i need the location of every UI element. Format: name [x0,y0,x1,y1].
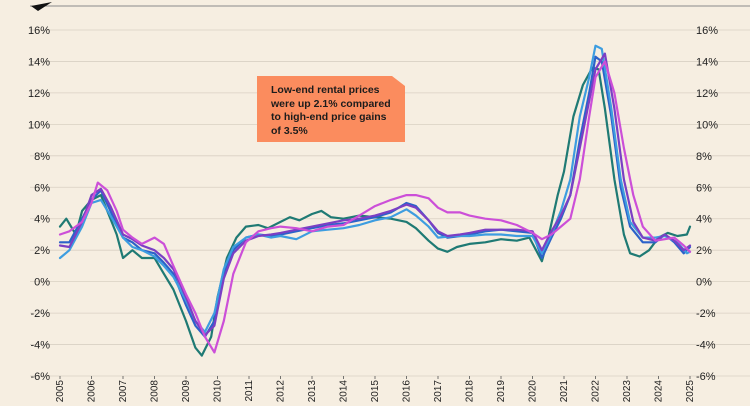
y-tick-label-left: 6% [34,182,50,194]
y-tick-label-right: 14% [696,56,718,68]
x-tick-label: 2016 [402,380,413,403]
y-tick-label-left: 4% [34,214,50,226]
series-line-5 [58,60,692,354]
x-tick-label: 2020 [528,380,539,403]
y-tick-label-left: -6% [30,371,50,383]
y-tick-label-right: 4% [696,214,712,226]
y-tick-label-right: 8% [696,151,712,163]
y-tick-label-left: 14% [28,56,50,68]
x-tick-label: 2007 [118,380,129,403]
annotation-text: Low-end rental prices were up 2.1% compa… [271,84,391,137]
y-tick-label-left: 2% [34,245,50,257]
annotation-callout: Low-end rental prices were up 2.1% compa… [257,76,405,142]
y-tick-label-right: -6% [696,371,716,383]
x-tick-label: 2010 [213,380,224,403]
y-tick-label-right: 2% [696,245,712,257]
y-tick-label-left: 0% [34,277,50,289]
x-tick-label: 2019 [496,380,507,403]
series-line-4 [58,52,692,337]
y-tick-label-left: 8% [34,151,50,163]
x-tick-label: 2024 [654,380,665,403]
y-tick-label-right: 10% [696,119,718,131]
y-tick-label-left: -2% [30,308,50,320]
y-tick-label-right: 12% [696,88,718,100]
y-tick-label-left: 16% [28,25,50,37]
x-tick-label: 2023 [622,380,633,403]
x-tick-label: 2018 [465,380,476,403]
x-tick-label: 2025 [685,380,696,403]
y-tick-label-right: -2% [696,308,716,320]
y-axis-left: 16% 14% 12% 10% 8% 6% 4% 2% 0% -2% -4% -6% [28,25,50,383]
x-tick-label: 2006 [87,380,98,403]
corner-marker [31,2,52,11]
x-tick-label: 2014 [339,380,350,403]
y-tick-label-right: 16% [696,25,718,37]
y-tick-label-right: -4% [696,340,716,352]
x-tick-label: 2008 [150,380,161,403]
y-tick-label-left: -4% [30,340,50,352]
y-axis-right: 16% 14% 12% 10% 8% 6% 4% 2% 0% -2% -4% -6% [696,25,718,383]
x-tick-label: 2005 [55,380,66,403]
x-tick-label: 2012 [276,380,287,403]
x-tick-label: 2015 [370,380,381,403]
y-tick-label-left: 12% [28,88,50,100]
series-line-3 [58,44,692,334]
series-lines [58,44,692,357]
x-axis: 2005 2006 2007 2008 2009 2010 2011 2012 2013 2014… [55,376,696,402]
x-tick-label: 2009 [181,380,192,403]
y-tick-label-right: 0% [696,277,712,289]
x-tick-label: 2011 [244,380,255,402]
x-tick-label: 2022 [591,380,602,403]
x-tick-label: 2021 [559,380,570,403]
x-tick-label: 2013 [307,380,318,403]
y-tick-label-left: 10% [28,119,50,131]
x-tick-label: 2017 [433,380,444,403]
series-line-2 [58,55,692,338]
y-tick-label-right: 6% [696,182,712,194]
